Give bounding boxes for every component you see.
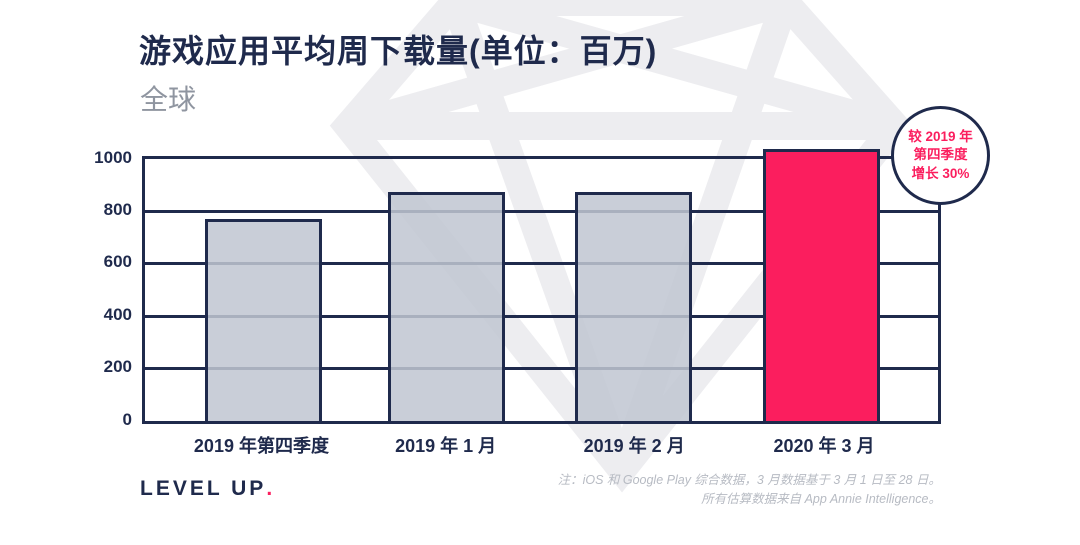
x-tick-label: 2019 年第四季度	[193, 436, 329, 456]
gridline	[145, 262, 938, 266]
footnote-line-2: 所有估算数据来自 App Annie Intelligence。	[701, 492, 941, 507]
x-tick-label: 2019 年 1 月	[395, 436, 497, 456]
bar-highlight	[763, 148, 881, 421]
plot-area	[142, 148, 941, 424]
x-tick-label: 2019 年 2 月	[583, 436, 685, 456]
y-tick-label: 0	[122, 409, 132, 429]
x-tick-label: 2020 年 3 月	[773, 436, 875, 456]
y-tick-label: 1000	[94, 147, 132, 167]
annotation-line: 较 2019 年	[908, 128, 973, 144]
bar	[387, 191, 505, 421]
brand-dot: .	[266, 477, 273, 500]
plot-inner	[145, 148, 938, 421]
y-tick-label: 600	[103, 252, 132, 272]
brand-text: LEVEL UP	[140, 477, 267, 500]
gridline	[145, 209, 938, 213]
gridline	[145, 314, 938, 318]
chart-title: 游戏应用平均周下载量(单位：百万)	[139, 33, 658, 69]
annotation-line: 第四季度	[913, 147, 968, 163]
y-tick-label: 800	[103, 199, 132, 219]
bar	[574, 191, 692, 421]
gridline	[145, 367, 938, 371]
annotation-callout: 较 2019 年 第四季度 增长 30%	[891, 106, 990, 205]
footnote: 注：iOS 和 Google Play 综合数据，3 月数据基于 3 月 1 日…	[461, 471, 941, 510]
x-axis-labels: 2019 年第四季度 2019 年 1 月 2019 年 2 月 2020 年 3 月	[142, 432, 941, 456]
y-tick-label: 200	[103, 357, 132, 377]
brand-logo: LEVEL UP.	[140, 477, 272, 501]
annotation-line: 增长 30%	[911, 165, 970, 181]
y-axis-labels: 0 200 400 600 800 1000	[52, 148, 132, 429]
y-tick-label: 400	[103, 304, 132, 324]
chart-subtitle: 全球	[140, 84, 197, 115]
bar	[205, 219, 323, 421]
footnote-line-1: 注：iOS 和 Google Play 综合数据，3 月数据基于 3 月 1 日…	[557, 473, 941, 487]
